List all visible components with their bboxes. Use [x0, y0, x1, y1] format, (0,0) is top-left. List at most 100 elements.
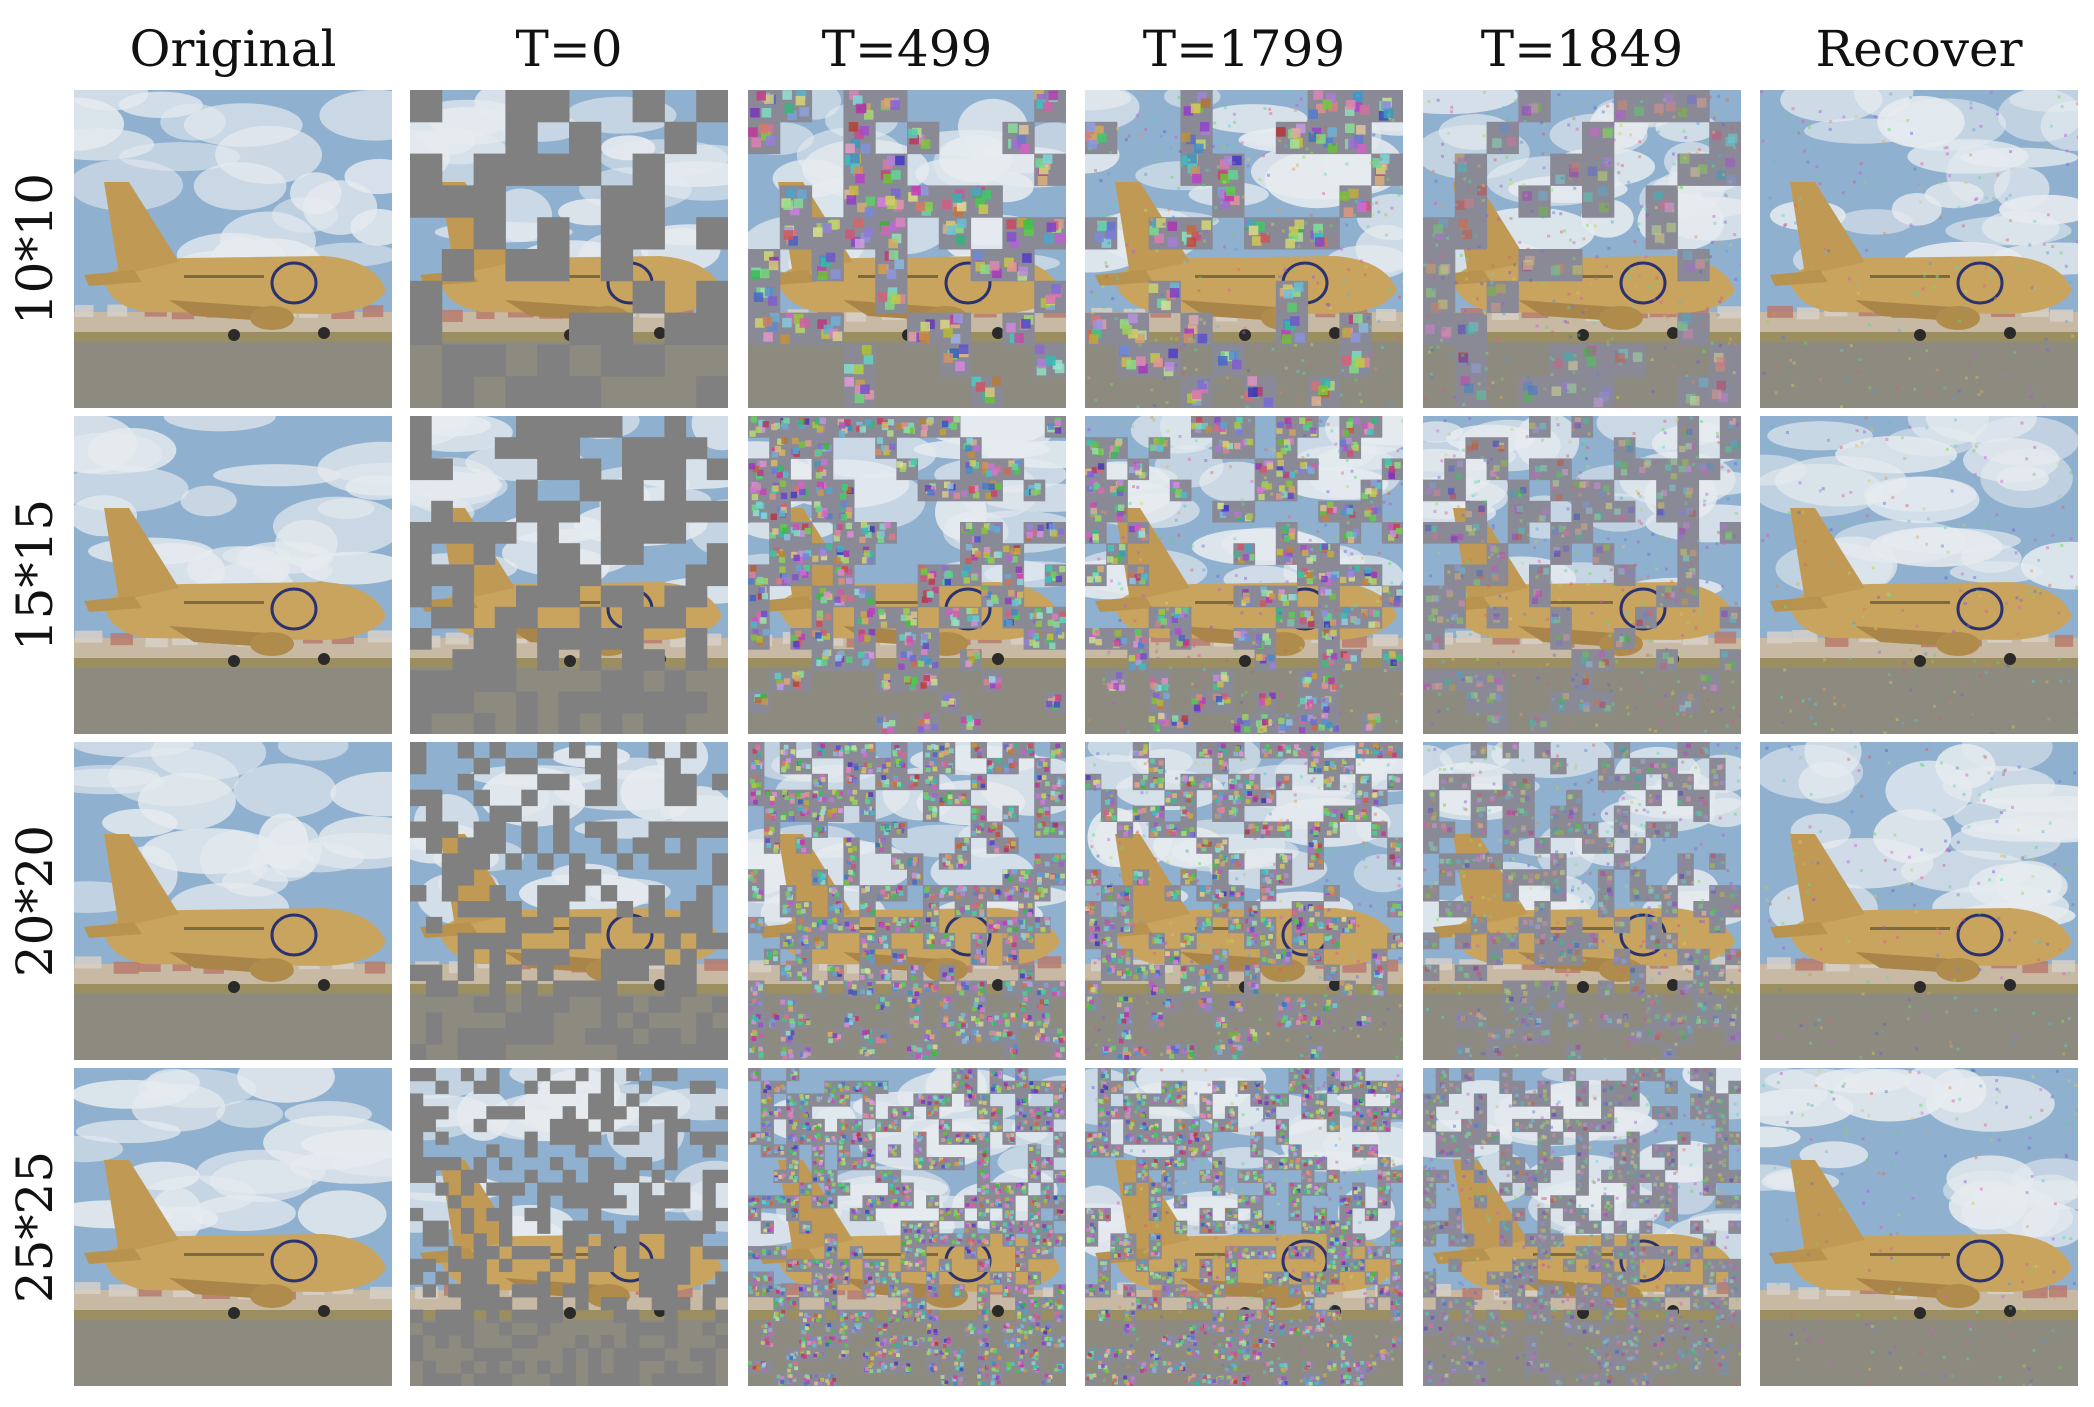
patch-mask — [1423, 90, 1741, 408]
patch-mask — [410, 90, 728, 408]
image-tile — [74, 416, 392, 734]
tile-image — [1760, 742, 2078, 1060]
noise-overlay — [1423, 742, 1741, 1060]
patch-mask — [748, 742, 1066, 1060]
row-header: 20*20 — [0, 742, 70, 1060]
noise-overlay — [1760, 416, 2078, 734]
image-tile — [410, 90, 728, 408]
tile-image — [748, 742, 1066, 1060]
image-tile — [410, 416, 728, 734]
noise-overlay — [1423, 90, 1741, 408]
patch-mask — [1423, 1068, 1741, 1386]
noise-overlay — [1760, 90, 2078, 408]
image-tile — [1760, 742, 2078, 1060]
column-header: T=0 — [515, 20, 623, 78]
airplane-scene — [1760, 1068, 2078, 1386]
image-tile — [748, 416, 1066, 734]
image-tile — [410, 742, 728, 1060]
tile-image — [74, 416, 392, 734]
airplane-scene — [74, 1068, 392, 1386]
image-tile — [1423, 1068, 1741, 1386]
tile-image — [1085, 1068, 1403, 1386]
patch-mask — [410, 416, 728, 734]
tile-image — [74, 90, 392, 408]
airplane — [1770, 1160, 2072, 1319]
image-tile — [1423, 742, 1741, 1060]
column-header: T=1799 — [1142, 20, 1346, 78]
tile-image — [1423, 90, 1741, 408]
tile-image — [410, 416, 728, 734]
tile-image — [410, 1068, 728, 1386]
noise-overlay — [1085, 744, 1403, 1060]
tile-image — [748, 90, 1066, 408]
tile-image — [74, 1068, 392, 1386]
tile-image — [410, 742, 728, 1060]
tile-image — [1085, 90, 1403, 408]
column-header: T=1849 — [1480, 20, 1684, 78]
tile-image — [1760, 416, 2078, 734]
noise-overlay — [1086, 1068, 1403, 1386]
row-header-label: 10*10 — [6, 172, 64, 326]
patch-mask — [1085, 1068, 1403, 1386]
airplane-scene — [74, 90, 392, 408]
patch-mask — [1085, 742, 1403, 1060]
image-tile — [410, 1068, 728, 1386]
image-tile — [748, 742, 1066, 1060]
airplane — [84, 508, 386, 667]
airplane-scene — [1760, 416, 2078, 734]
image-tile — [74, 742, 392, 1060]
airplane-scene — [1760, 742, 2078, 1060]
row-header: 15*15 — [0, 416, 70, 734]
tile-image — [1760, 1068, 2078, 1386]
image-tile — [748, 90, 1066, 408]
airplane — [1770, 834, 2072, 993]
noise-overlay — [1763, 745, 2078, 1059]
image-tile — [1423, 416, 1741, 734]
airplane — [1770, 508, 2072, 667]
tile-image — [1423, 742, 1741, 1060]
patch-mask — [410, 742, 728, 1060]
row-header: 25*25 — [0, 1068, 70, 1386]
image-tile — [1085, 1068, 1403, 1386]
column-header: Original — [129, 20, 337, 78]
image-tile — [1760, 416, 2078, 734]
image-tile — [1760, 90, 2078, 408]
patch-mask — [1085, 90, 1403, 408]
column-header: T=499 — [821, 20, 993, 78]
airplane-scene — [1760, 90, 2078, 408]
tile-image — [748, 416, 1066, 734]
patch-mask — [748, 90, 1066, 408]
noise-overlay — [1426, 416, 1741, 734]
tile-image — [1760, 90, 2078, 408]
patch-mask — [748, 416, 1066, 734]
noise-overlay — [1761, 1068, 2078, 1386]
image-tile — [1085, 742, 1403, 1060]
airplane-scene — [74, 416, 392, 734]
row-header-label: 25*25 — [6, 1150, 64, 1304]
tile-image — [1423, 1068, 1741, 1386]
tile-image — [748, 1068, 1066, 1386]
noise-overlay — [1423, 1071, 1741, 1386]
row-header-label: 20*20 — [6, 824, 64, 978]
patch-mask — [1085, 416, 1403, 734]
patch-mask — [748, 1068, 1066, 1386]
image-tile — [1760, 1068, 2078, 1386]
airplane — [84, 1160, 386, 1319]
tile-image — [1085, 416, 1403, 734]
column-header: Recover — [1815, 20, 2023, 78]
noise-overlay — [1087, 416, 1403, 734]
tile-image — [1423, 416, 1741, 734]
patch-mask — [410, 1068, 728, 1386]
noise-overlay — [1087, 90, 1403, 408]
row-header: 10*10 — [0, 90, 70, 408]
airplane-scene — [74, 742, 392, 1060]
airplane — [84, 834, 386, 993]
image-tile — [1423, 90, 1741, 408]
tile-image — [74, 742, 392, 1060]
tile-image — [410, 90, 728, 408]
tile-image — [1085, 742, 1403, 1060]
image-tile — [748, 1068, 1066, 1386]
airplane — [1770, 182, 2072, 341]
image-tile — [1085, 416, 1403, 734]
